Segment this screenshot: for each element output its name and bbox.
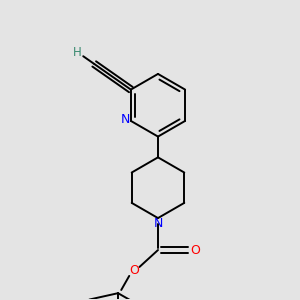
Text: H: H (73, 46, 82, 59)
Text: N: N (153, 217, 163, 230)
Text: O: O (129, 264, 139, 277)
Text: O: O (190, 244, 200, 256)
Text: N: N (120, 113, 130, 126)
